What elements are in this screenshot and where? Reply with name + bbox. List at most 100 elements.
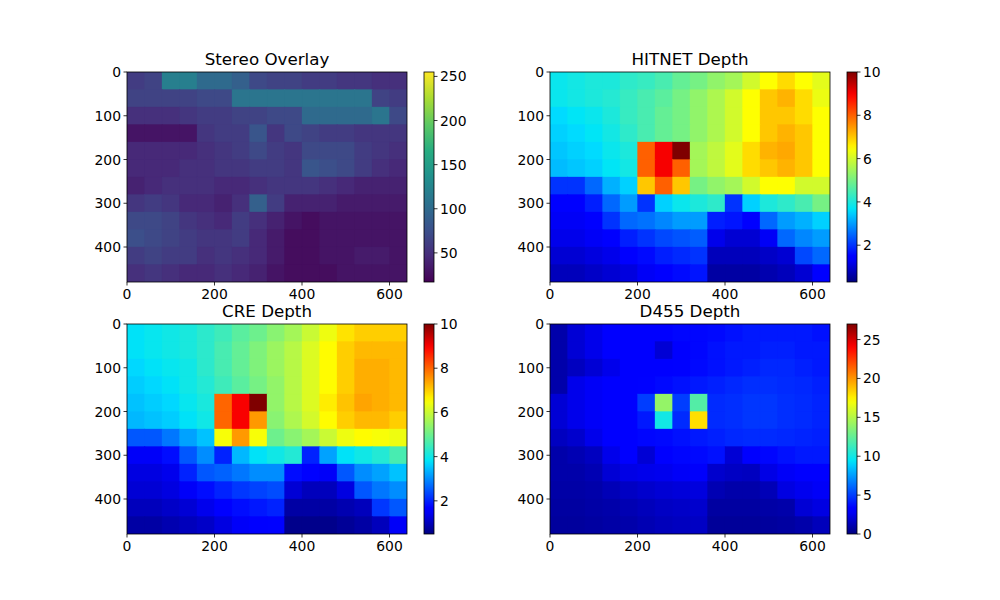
cell (795, 412, 813, 430)
cell (743, 359, 761, 377)
cell (180, 142, 198, 160)
cell (813, 212, 831, 230)
cell (285, 359, 303, 377)
cell (267, 195, 285, 213)
cell (655, 359, 673, 377)
cell (145, 142, 163, 160)
cell (267, 72, 285, 90)
cell (337, 247, 355, 265)
y-tick (124, 455, 128, 456)
cell (743, 160, 761, 178)
cell (550, 160, 568, 178)
cell (708, 359, 726, 377)
figure: 02004006000100200300400Stereo Overlay501… (0, 0, 1000, 600)
cell (180, 265, 198, 283)
cells (127, 324, 407, 534)
cell (302, 72, 320, 90)
cell (568, 517, 586, 535)
cell (197, 247, 215, 265)
cell (620, 517, 638, 535)
cell (232, 517, 250, 535)
cell (197, 177, 215, 195)
cell (215, 517, 233, 535)
colorbar-tick (434, 324, 438, 325)
axes-frame (127, 324, 407, 534)
cell (372, 412, 390, 430)
cell (197, 464, 215, 482)
cell (285, 195, 303, 213)
cell (337, 377, 355, 395)
cell (743, 394, 761, 412)
cell (638, 429, 656, 447)
cell (778, 394, 796, 412)
axes-frame (550, 324, 830, 534)
cell (550, 447, 568, 465)
cell (215, 107, 233, 125)
y-tick (124, 411, 128, 412)
cell (620, 247, 638, 265)
cell (568, 324, 586, 342)
cell (267, 412, 285, 430)
cell (673, 447, 691, 465)
cell (743, 142, 761, 160)
x-tick (302, 282, 303, 286)
cell (760, 265, 778, 283)
cell (568, 125, 586, 143)
cell (390, 464, 408, 482)
cell (127, 90, 145, 108)
cell (550, 107, 568, 125)
cell (162, 482, 180, 500)
cell (127, 412, 145, 430)
cell (568, 247, 586, 265)
cell (708, 265, 726, 283)
cell (638, 394, 656, 412)
cell (232, 482, 250, 500)
cell (145, 482, 163, 500)
cell (337, 177, 355, 195)
cell (145, 342, 163, 360)
cell (197, 142, 215, 160)
cell (795, 324, 813, 342)
cell (725, 342, 743, 360)
cell (778, 517, 796, 535)
cell (372, 394, 390, 412)
colorbar-tick (434, 456, 438, 457)
y-tick-label: 100 (517, 360, 544, 376)
cell (320, 429, 338, 447)
cell (337, 265, 355, 283)
cell (372, 195, 390, 213)
cell (390, 160, 408, 178)
cell (568, 177, 586, 195)
cell (655, 394, 673, 412)
cell (355, 429, 373, 447)
cell (337, 359, 355, 377)
cell (145, 394, 163, 412)
cell (285, 142, 303, 160)
cell (215, 447, 233, 465)
cell (550, 412, 568, 430)
cell (250, 125, 268, 143)
cell (638, 177, 656, 195)
cell (760, 447, 778, 465)
cell (302, 447, 320, 465)
cell (197, 394, 215, 412)
cell (620, 90, 638, 108)
cell (180, 342, 198, 360)
cell (655, 90, 673, 108)
cell (355, 125, 373, 143)
cell (568, 499, 586, 517)
cell (320, 499, 338, 517)
cell (145, 377, 163, 395)
y-tick (547, 72, 551, 73)
cell (585, 212, 603, 230)
cell (267, 429, 285, 447)
cell (655, 412, 673, 430)
cell (302, 107, 320, 125)
cell (743, 342, 761, 360)
cell (813, 429, 831, 447)
cell (795, 429, 813, 447)
cell (690, 429, 708, 447)
cell (197, 107, 215, 125)
cell (655, 464, 673, 482)
cell (708, 377, 726, 395)
